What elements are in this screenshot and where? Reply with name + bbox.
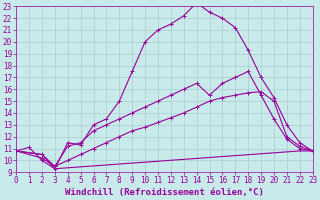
X-axis label: Windchill (Refroidissement éolien,°C): Windchill (Refroidissement éolien,°C)	[65, 188, 264, 197]
